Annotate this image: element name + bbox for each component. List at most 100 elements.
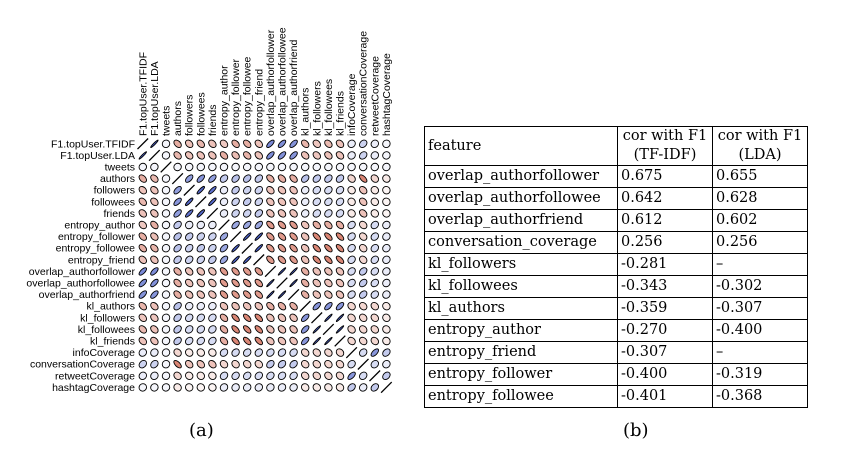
correlation-ellipse — [382, 197, 391, 206]
table-row: overlap_authorfollower 0.675 0.655 — [424, 165, 808, 188]
correlation-ellipse — [196, 186, 205, 195]
correlation-ellipse — [289, 313, 298, 322]
table-row: entropy_author -0.270 -0.400 — [424, 319, 808, 342]
correlation-ellipse — [301, 336, 310, 346]
correlation-ellipse — [312, 151, 321, 160]
correlation-ellipse — [150, 209, 159, 218]
cell-tfidf: -0.270 — [617, 319, 713, 342]
correlation-ellipse — [208, 139, 217, 148]
correlation-ellipse — [231, 243, 240, 253]
correlation-ellipse — [324, 244, 333, 253]
correlation-ellipse — [324, 232, 333, 241]
correlation-ellipse — [231, 186, 240, 195]
header-lda: cor with F1 (LDA) — [712, 126, 808, 166]
correlation-ellipse — [347, 232, 356, 241]
cell-lda: 0.655 — [712, 165, 808, 188]
correlation-ellipse — [324, 139, 333, 148]
correlation-ellipse — [196, 278, 205, 288]
header-lda-line1: cor with F1 — [717, 128, 803, 144]
correlation-ellipse — [138, 186, 147, 195]
correlation-ellipse — [301, 244, 310, 253]
correlation-ellipse — [196, 209, 205, 218]
correlation-ellipse — [242, 232, 252, 241]
correlation-ellipse — [185, 232, 194, 241]
correlation-ellipse — [231, 302, 240, 311]
cell-feature: entropy_follower — [424, 363, 618, 386]
correlation-ellipse — [359, 139, 368, 148]
cell-lda: 0.602 — [712, 209, 808, 232]
correlation-ellipse — [266, 383, 275, 392]
correlation-ellipse — [324, 336, 333, 346]
correlation-ellipse — [243, 278, 252, 288]
correlation-ellipse — [208, 383, 217, 392]
correlation-ellipse — [266, 278, 275, 288]
correlation-ellipse — [289, 325, 298, 334]
correlation-ellipse — [243, 360, 252, 369]
correlation-ellipse — [359, 151, 368, 160]
row-label: kl_followers — [80, 312, 135, 324]
correlation-ellipse — [335, 302, 345, 311]
correlation-ellipse — [359, 371, 368, 380]
correlation-ellipse — [208, 267, 217, 276]
correlation-ellipse — [173, 383, 182, 392]
correlation-ellipse — [196, 267, 205, 276]
correlation-ellipse — [266, 151, 275, 160]
correlation-ellipse — [382, 232, 391, 241]
correlation-ellipse — [208, 186, 217, 195]
correlation-ellipse — [243, 174, 252, 183]
cell-feature: overlap_authorfriend — [424, 209, 618, 232]
correlation-ellipse — [219, 278, 229, 288]
correlation-ellipse — [266, 174, 275, 183]
correlation-ellipse — [382, 325, 391, 334]
correlation-ellipse — [185, 220, 194, 230]
correlation-ellipse — [312, 383, 321, 392]
correlation-ellipse — [370, 174, 379, 183]
correlation-matrix-chart: F1.topUser.TFIDFF1.topUser.LDAtweetsauth… — [26, 27, 392, 394]
correlation-ellipse — [335, 278, 345, 288]
cell-feature: kl_authors — [424, 297, 618, 320]
correlation-ellipse — [185, 174, 194, 183]
correlation-ellipse — [370, 139, 379, 148]
correlation-ellipse — [231, 290, 240, 299]
correlation-ellipse — [335, 290, 345, 299]
cell-feature: overlap_authorfollower — [424, 165, 618, 188]
correlation-ellipse — [301, 325, 310, 334]
correlation-ellipse — [138, 220, 147, 230]
correlation-ellipse — [277, 151, 287, 160]
correlation-ellipse — [150, 244, 159, 253]
correlation-ellipse — [277, 383, 287, 392]
correlation-ellipse — [231, 209, 240, 218]
correlation-ellipse — [347, 220, 356, 230]
correlation-ellipse — [359, 313, 368, 322]
correlation-ellipse — [173, 290, 182, 299]
correlation-ellipse — [173, 325, 182, 334]
correlation-ellipse — [161, 290, 171, 299]
row-label: entropy_follower — [58, 231, 136, 243]
correlation-ellipse — [277, 360, 287, 369]
row-label: entropy_author — [64, 220, 135, 232]
correlation-ellipse — [138, 290, 147, 299]
column-label: overlap_authorfriend — [288, 40, 300, 136]
correlation-ellipse — [185, 383, 194, 392]
correlation-ellipse — [289, 278, 298, 288]
correlation-ellipse — [196, 232, 205, 241]
cell-lda: -0.302 — [712, 275, 808, 298]
correlation-ellipse — [347, 174, 356, 183]
cell-feature: overlap_authorfollowee — [424, 187, 618, 210]
correlation-ellipse — [196, 383, 205, 392]
correlation-ellipse — [231, 139, 240, 148]
cell-lda: 0.256 — [712, 231, 808, 254]
correlation-ellipse — [150, 267, 159, 276]
correlation-ellipse — [370, 162, 379, 172]
correlation-ellipse — [150, 174, 159, 183]
correlation-ellipse — [382, 186, 391, 195]
correlation-ellipse — [335, 348, 345, 357]
correlation-ellipse — [370, 255, 379, 264]
correlation-ellipse — [312, 371, 321, 380]
correlation-ellipse — [324, 220, 333, 230]
diagonal-mark — [160, 161, 172, 173]
table-row: entropy_followee -0.401 -0.368 — [424, 385, 808, 408]
correlation-ellipse — [370, 244, 379, 253]
correlation-ellipse — [347, 302, 356, 311]
correlation-ellipse — [301, 232, 310, 241]
